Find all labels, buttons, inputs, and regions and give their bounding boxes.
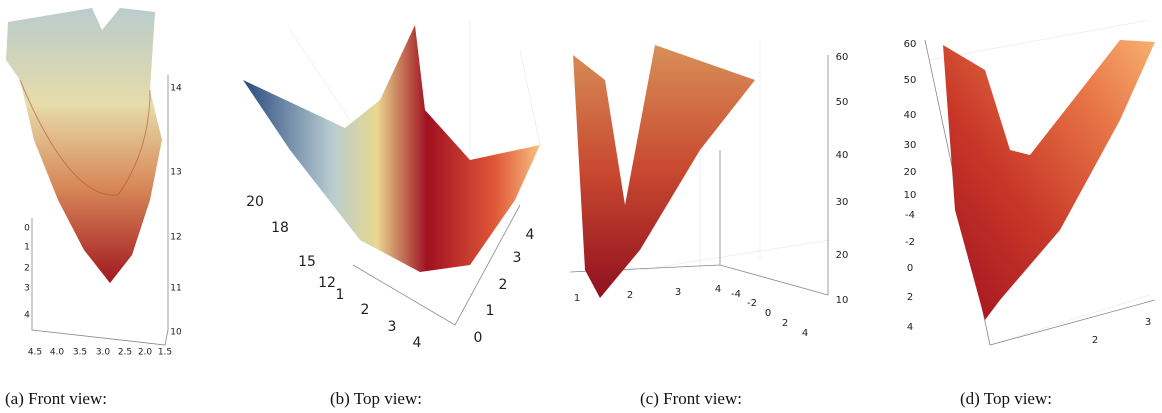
tick-label: 1 bbox=[24, 243, 30, 253]
tick-label: 4 bbox=[907, 322, 913, 333]
tick-label: 3.5 bbox=[73, 348, 87, 358]
panel-b bbox=[243, 20, 541, 326]
tick-label: 1 bbox=[574, 293, 580, 304]
tick-label: 10 bbox=[170, 328, 182, 338]
tick-label: 40 bbox=[836, 150, 849, 161]
tick-label: -4 bbox=[731, 289, 741, 300]
tick-label: 12 bbox=[318, 275, 336, 291]
tick-label: 4 bbox=[715, 284, 721, 295]
tick-label: 4 bbox=[413, 335, 422, 351]
tick-label: 0 bbox=[24, 224, 30, 234]
tick-label: 3 bbox=[388, 319, 397, 335]
tick-label: 15 bbox=[298, 254, 316, 270]
tick-label: 40 bbox=[904, 110, 917, 121]
tick-label: 4.0 bbox=[50, 348, 65, 358]
tick-label: -4 bbox=[905, 210, 915, 221]
panel-d bbox=[924, 19, 1156, 346]
tick-label: 2 bbox=[499, 277, 508, 293]
tick-label: 4.5 bbox=[28, 348, 42, 358]
tick-label: 4 bbox=[24, 311, 30, 321]
tick-label: 3 bbox=[675, 287, 681, 298]
tick-label: 50 bbox=[836, 97, 849, 108]
tick-label: 2 bbox=[361, 302, 370, 318]
tick-label: 2 bbox=[627, 290, 633, 301]
tick-label: 1 bbox=[486, 303, 495, 319]
panel-c bbox=[569, 40, 831, 298]
tick-label: -2 bbox=[905, 237, 915, 248]
tick-label: 10 bbox=[904, 190, 917, 201]
tick-label: 50 bbox=[904, 75, 917, 86]
tick-label: 4 bbox=[802, 328, 808, 339]
tick-label: 2.0 bbox=[138, 348, 153, 358]
tick-label: 20 bbox=[904, 167, 917, 178]
tick-label: 3 bbox=[1145, 317, 1151, 328]
tick-label: -2 bbox=[747, 298, 757, 309]
tick-label: 2 bbox=[782, 318, 788, 329]
tick-label: 2 bbox=[24, 264, 30, 274]
tick-label: 3 bbox=[24, 284, 30, 294]
tick-label: 2 bbox=[1092, 335, 1098, 346]
tick-label: 30 bbox=[836, 197, 849, 208]
tick-label: 18 bbox=[271, 220, 289, 236]
tick-label: 0 bbox=[907, 263, 913, 274]
tick-label: 3.0 bbox=[96, 348, 111, 358]
tick-label: 13 bbox=[170, 168, 181, 178]
tick-label: 4 bbox=[526, 227, 535, 243]
tick-label: 1.5 bbox=[158, 348, 172, 358]
tick-label: 2 bbox=[907, 292, 913, 303]
caption: (b) Top view: bbox=[330, 389, 422, 408]
tick-label: 0 bbox=[765, 308, 771, 319]
caption: (d) Top view: bbox=[960, 389, 1052, 408]
tick-label: 11 bbox=[170, 284, 181, 294]
tick-label: 12 bbox=[170, 233, 181, 243]
tick-label: 3 bbox=[513, 250, 522, 266]
panel-a bbox=[6, 8, 169, 346]
tick-label: 10 bbox=[836, 295, 849, 306]
tick-label: 60 bbox=[904, 39, 917, 50]
tick-label: 30 bbox=[904, 140, 917, 151]
tick-label: 60 bbox=[836, 52, 849, 63]
tick-label: 2.5 bbox=[118, 348, 132, 358]
tick-label: 20 bbox=[836, 250, 849, 261]
tick-label: 20 bbox=[246, 194, 264, 210]
caption: (a) Front view: bbox=[5, 389, 107, 408]
tick-label: 1 bbox=[336, 287, 345, 303]
tick-label: 0 bbox=[474, 330, 483, 346]
tick-label: 14 bbox=[170, 84, 182, 94]
caption: (c) Front view: bbox=[640, 389, 742, 408]
